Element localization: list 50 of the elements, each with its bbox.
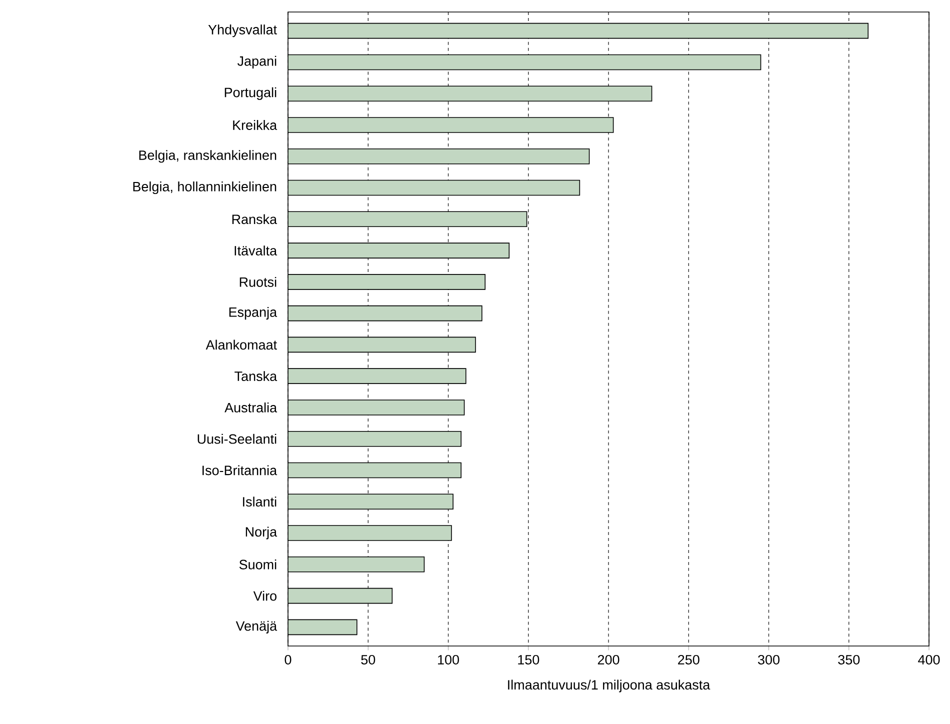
bar xyxy=(288,556,425,572)
bar xyxy=(288,54,762,70)
bar xyxy=(288,180,580,196)
bar xyxy=(288,305,482,322)
y-tick-label: Belgia, ranskankielinen xyxy=(139,150,276,163)
bar xyxy=(288,494,454,510)
y-tick-label: Ruotsi xyxy=(240,276,276,287)
y-tick-label: Belgia, hollanninkielinen xyxy=(133,181,276,194)
x-axis-title: Ilmaantuvuus/1 miljoona asukasta xyxy=(508,680,710,692)
bar xyxy=(288,462,462,478)
x-tick-label: 200 xyxy=(598,654,620,665)
y-tick-label: Viro xyxy=(253,590,276,601)
y-tick-label: Japani xyxy=(237,56,276,69)
bar xyxy=(288,148,590,164)
bar xyxy=(288,588,393,604)
y-tick-label: Ranska xyxy=(232,214,278,224)
y-tick-label: Australia xyxy=(224,402,278,412)
bar xyxy=(288,117,614,133)
y-tick-label: Portugali xyxy=(224,87,276,100)
bar xyxy=(288,211,528,228)
y-tick-label: Suomi xyxy=(239,559,276,570)
y-tick-label: Iso-Britannia xyxy=(202,465,278,476)
bar xyxy=(288,525,452,541)
bar xyxy=(288,86,652,102)
y-tick-label: Itävalta xyxy=(234,246,278,256)
x-tick-label: 100 xyxy=(438,654,459,665)
bar xyxy=(288,22,869,39)
y-tick-label: Kreikka xyxy=(233,120,278,130)
y-tick-label: Uusi-Seelanti xyxy=(198,434,276,444)
x-tick-label: 0 xyxy=(284,654,292,665)
y-tick-label: Venäjä xyxy=(236,620,278,634)
y-tick-label: Islanti xyxy=(243,496,276,507)
x-tick-label: 350 xyxy=(838,654,860,665)
x-tick-label: 250 xyxy=(678,654,700,665)
bar xyxy=(288,336,476,353)
y-tick-label: Tanska xyxy=(234,371,278,382)
bar xyxy=(288,368,466,384)
y-tick-label: Espanja xyxy=(229,307,278,320)
bar xyxy=(288,400,465,416)
bar xyxy=(288,274,486,290)
x-tick-label: 400 xyxy=(918,654,940,665)
x-tick-label: 300 xyxy=(758,654,780,665)
bar xyxy=(288,619,358,636)
y-tick-label: Yhdysvallat xyxy=(208,24,277,38)
y-tick-label: Alankomaat xyxy=(206,340,277,350)
x-tick-label: 150 xyxy=(518,654,540,665)
x-tick-label: 50 xyxy=(361,654,376,665)
bar xyxy=(288,430,462,447)
y-tick-label: Norja xyxy=(246,526,278,540)
bar xyxy=(288,242,510,258)
